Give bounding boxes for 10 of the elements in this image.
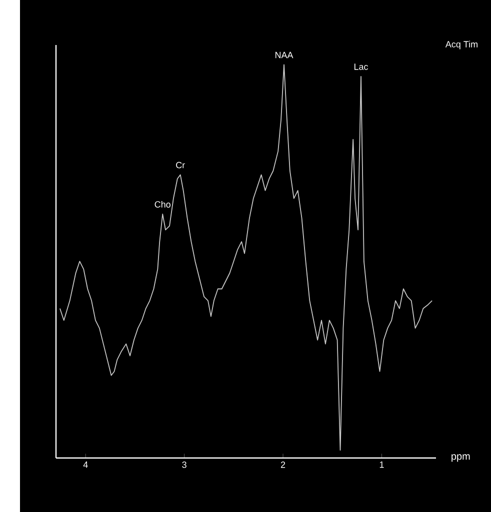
x-tick-label: 1 <box>380 462 384 468</box>
x-tick-label: 4 <box>83 462 88 468</box>
x-axis-title: ppm <box>452 454 470 462</box>
annotation: Cho <box>154 200 170 208</box>
annotation: NAA <box>275 52 294 58</box>
text: Acq Tim <box>445 40 478 50</box>
annotation: Lac <box>354 64 368 70</box>
x-tick-label: 3 <box>182 462 186 468</box>
x-tick-label: 2 <box>280 462 286 468</box>
annotation: Cr <box>176 162 185 168</box>
